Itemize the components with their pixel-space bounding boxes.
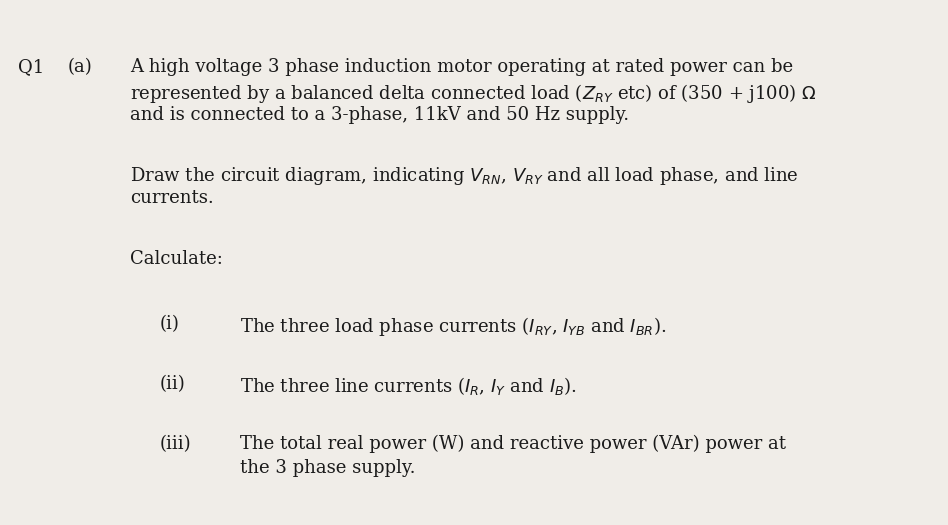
Text: and is connected to a 3-phase, 11kV and 50 Hz supply.: and is connected to a 3-phase, 11kV and … [130,106,629,124]
Text: (iii): (iii) [160,435,191,453]
Text: (a): (a) [68,58,93,76]
Text: (i): (i) [160,315,180,333]
Text: The three load phase currents ($I_{RY}$, $I_{YB}$ and $I_{BR}$).: The three load phase currents ($I_{RY}$,… [240,315,666,338]
Text: A high voltage 3 phase induction motor operating at rated power can be: A high voltage 3 phase induction motor o… [130,58,793,76]
Text: (ii): (ii) [160,375,186,393]
Text: Calculate:: Calculate: [130,250,223,268]
Text: The total real power (W) and reactive power (VAr) power at: The total real power (W) and reactive po… [240,435,786,453]
Text: represented by a balanced delta connected load ($Z_{RY}$ etc) of (350 + j100) $\: represented by a balanced delta connecte… [130,82,816,105]
Text: The three line currents ($I_{R}$, $I_{Y}$ and $I_{B}$).: The three line currents ($I_{R}$, $I_{Y}… [240,375,576,397]
Text: currents.: currents. [130,189,213,207]
Text: the 3 phase supply.: the 3 phase supply. [240,459,415,477]
Text: Q1: Q1 [18,58,45,76]
Text: Draw the circuit diagram, indicating $V_{RN}$, $V_{RY}$ and all load phase, and : Draw the circuit diagram, indicating $V_… [130,165,799,187]
